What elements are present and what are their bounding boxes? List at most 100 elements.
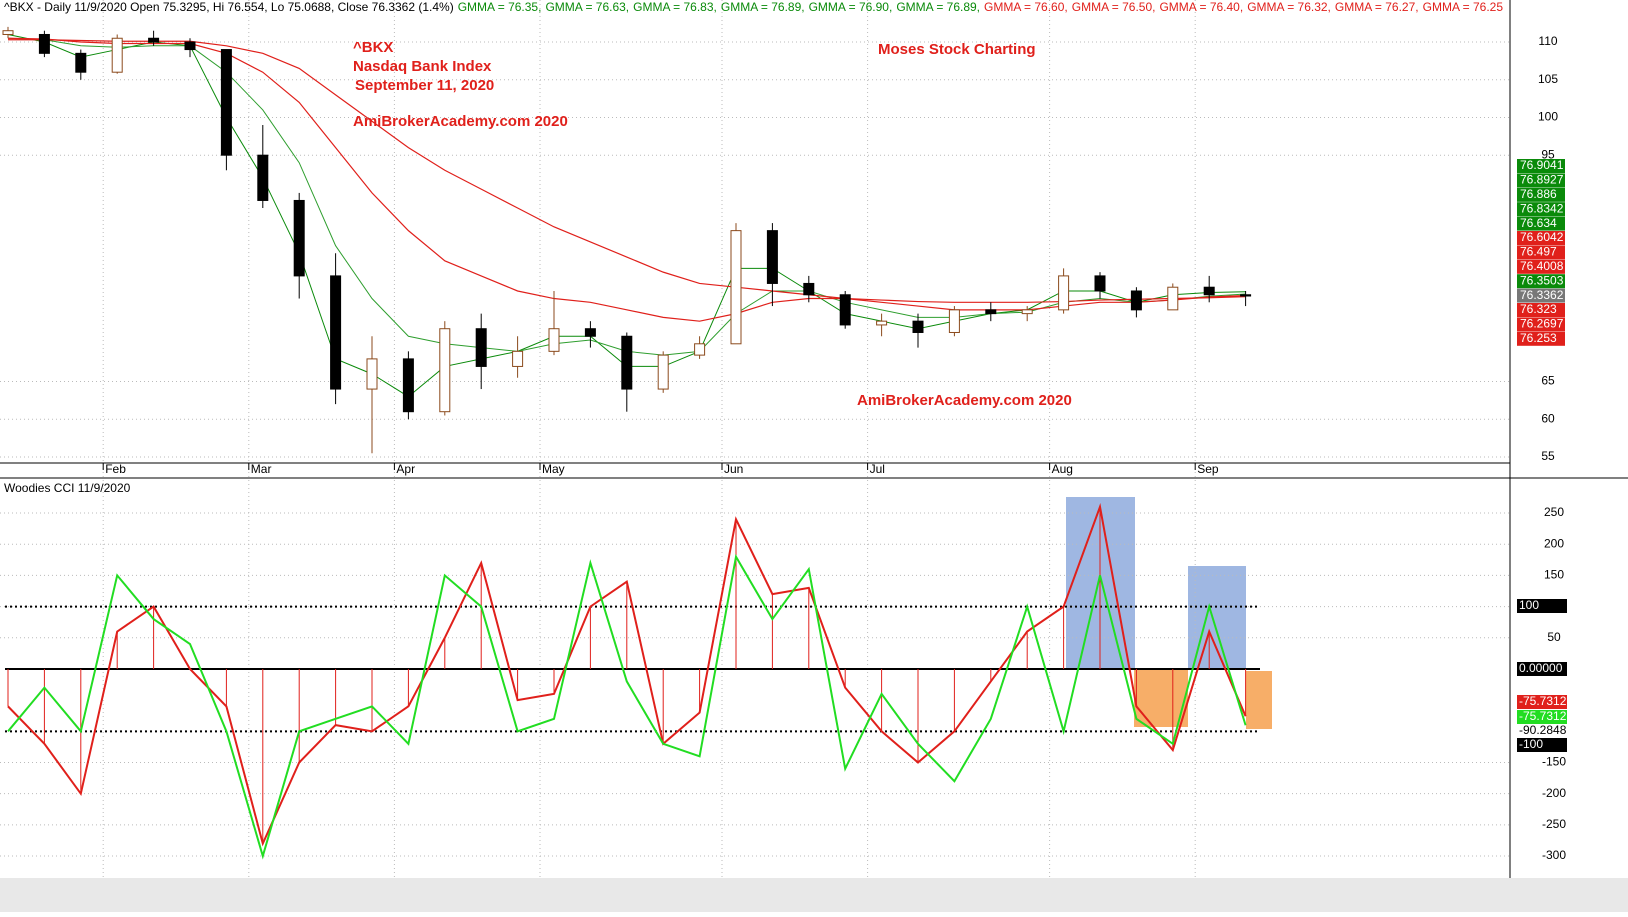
gmma-line (7, 37, 1246, 322)
y-tick-label: 95 (1541, 147, 1555, 161)
candle-body (1021, 309, 1033, 315)
value-box (1517, 231, 1565, 245)
x-tick-label: Aug (1052, 462, 1073, 476)
value-box (1517, 710, 1567, 724)
candle-body (876, 320, 888, 326)
header: ^BKX - Daily 11/9/2020 Open 75.3295, Hi … (4, 0, 1503, 14)
y-tick-label: -250 (1542, 817, 1566, 831)
value-box-label: 76.2697 (1520, 317, 1564, 331)
x-tick-label: Jul (870, 462, 885, 476)
value-box (1517, 738, 1567, 752)
x-tick-label: Mar (251, 462, 272, 476)
y-tick-label: -300 (1542, 848, 1566, 862)
value-box (1517, 216, 1565, 231)
value-box-label: 76.253 (1520, 331, 1557, 345)
candle-body (694, 343, 706, 356)
header-text: ^BKX - Daily 11/9/2020 Open 75.3295, Hi … (4, 0, 454, 14)
candle-body (730, 230, 742, 345)
header-item: GMMA = 76.27, (1335, 0, 1419, 14)
x-tick-label: Sep (1197, 462, 1219, 476)
annotation: Nasdaq Bank Index (353, 58, 492, 75)
candle-body (803, 282, 815, 296)
y-tick-label: -200 (1542, 786, 1566, 800)
candle-body (75, 52, 87, 73)
cci-line (7, 553, 1247, 860)
y-tick-label: 110 (1538, 34, 1557, 48)
cci-line (7, 503, 1247, 847)
candle-body (330, 275, 342, 390)
candle-body (584, 328, 596, 337)
value-box (1517, 331, 1565, 346)
value-box-label: 76.497 (1520, 245, 1557, 259)
header-item: GMMA = 76.90, (809, 0, 893, 14)
x-tick-label: May (542, 462, 565, 476)
annotation: September 11, 2020 (355, 77, 494, 94)
candle-body (1240, 294, 1252, 297)
candle-body (948, 309, 960, 333)
candle-body (985, 309, 997, 315)
value-box-label: 76.9041 (1520, 158, 1564, 172)
candle-body (839, 294, 851, 326)
value-box (1517, 187, 1565, 202)
header-item: GMMA = 76.50, (1072, 0, 1156, 14)
candle-body (402, 358, 414, 413)
value-box (1517, 159, 1565, 173)
value-box-label: 76.886 (1520, 187, 1557, 201)
header-item: GMMA = 76.25 (1423, 0, 1504, 14)
value-box-label: 76.4008 (1520, 259, 1564, 273)
x-tick-label: Feb (105, 462, 126, 476)
candle-body (257, 154, 269, 201)
candle-body (1203, 286, 1215, 296)
candle-body (38, 33, 50, 54)
header-item: GMMA = 76.40, (1159, 0, 1243, 14)
value-box-label: 76.6042 (1520, 230, 1564, 244)
value-box-label: 76.323 (1520, 302, 1557, 316)
value-box-label: -75.7312 (1519, 694, 1567, 708)
header-item: GMMA = 76.89, (896, 0, 980, 14)
header-item: GMMA = 76.35, (458, 0, 542, 14)
annotation: AmiBrokerAcademy.com 2020 (353, 113, 568, 130)
header-item: GMMA = 76.60, (984, 0, 1068, 14)
cci-title: Woodies CCI 11/9/2020 (4, 481, 131, 495)
highlight-box (1246, 671, 1272, 729)
candle-body (148, 37, 160, 43)
header-item: GMMA = 76.83, (633, 0, 717, 14)
candle-body (475, 328, 487, 367)
y-tick-label: 250 (1544, 505, 1564, 519)
y-tick-label: 60 (1541, 411, 1555, 425)
candle-body (548, 328, 560, 352)
candle-body (2, 30, 14, 35)
value-box (1517, 202, 1565, 217)
y-tick-label: 55 (1541, 449, 1555, 463)
y-tick-label: 50 (1547, 630, 1561, 644)
value-box (1517, 695, 1567, 709)
value-box-label: 76.3362 (1520, 288, 1564, 302)
x-tick-label: Apr (396, 462, 415, 476)
x-tick-label: Jun (724, 462, 743, 476)
value-box-label: 76.8342 (1520, 201, 1564, 215)
value-box (1517, 274, 1565, 289)
value-box-label: 100 (1519, 598, 1539, 612)
sheet-tab-bar (0, 878, 1628, 912)
candle-body (293, 199, 305, 277)
header-item: GMMA = 76.89, (721, 0, 805, 14)
value-box (1517, 599, 1567, 613)
candle-body (439, 328, 451, 413)
candle-body (766, 230, 778, 284)
value-box (1517, 173, 1565, 188)
candle-body (1058, 275, 1070, 311)
y-tick-label: 200 (1544, 536, 1564, 550)
header-item: GMMA = 76.63, (545, 0, 629, 14)
y-tick-label: 150 (1544, 568, 1564, 582)
annotation: AmiBrokerAcademy.com 2020 (857, 392, 1072, 409)
value-box (1517, 288, 1565, 303)
value-box (1517, 317, 1565, 332)
candle-body (220, 49, 232, 156)
value-box-label: -90.2848 (1519, 723, 1567, 737)
value-box-label: -75.7312 (1519, 709, 1567, 723)
value-box-label: -100 (1519, 737, 1543, 751)
value-box-label: 76.634 (1520, 216, 1557, 230)
candle-body (1130, 290, 1142, 311)
candle-body (512, 350, 524, 367)
